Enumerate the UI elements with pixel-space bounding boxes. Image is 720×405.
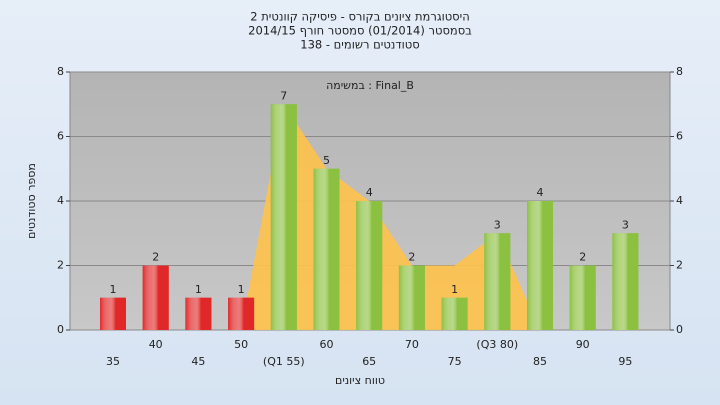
x-tick-label: 45	[191, 355, 205, 368]
data-label: 4	[366, 186, 373, 199]
y2-tick-label: 2	[676, 259, 683, 272]
data-label: 1	[238, 283, 245, 296]
x-tick-label: (Q1 55)	[263, 355, 305, 368]
y-tick-label: 8	[57, 65, 64, 78]
bar	[313, 168, 340, 330]
x-tick-label: 60	[320, 338, 334, 351]
data-label: 4	[537, 186, 544, 199]
bar	[100, 297, 126, 330]
bar	[142, 265, 169, 330]
y2-tick-label: 4	[676, 194, 683, 207]
x-tick-label: 35	[106, 355, 120, 368]
x-tick-label: 75	[448, 355, 462, 368]
data-label: 5	[323, 154, 330, 167]
y2-tick-label: 8	[676, 65, 683, 78]
bar	[356, 201, 383, 330]
title-line: היסטוגרמת ציונים בקורס - פיסיקה קוונטית …	[250, 10, 469, 24]
y-tick-label: 6	[57, 130, 64, 143]
data-label: 1	[195, 283, 202, 296]
data-label: 2	[408, 251, 415, 264]
bar	[270, 104, 297, 330]
x-tick-label: 70	[405, 338, 419, 351]
bar	[228, 297, 255, 330]
y-tick-label: 4	[57, 194, 64, 207]
bar	[484, 233, 511, 330]
bar	[441, 297, 468, 330]
x-tick-label: 50	[234, 338, 248, 351]
x-axis-label: טווח ציונים	[335, 374, 385, 387]
x-tick-label: 95	[618, 355, 632, 368]
x-tick-label: 85	[533, 355, 547, 368]
y2-tick-label: 0	[676, 323, 683, 336]
bar	[398, 265, 425, 330]
x-tick-label: 90	[576, 338, 590, 351]
bar	[527, 201, 553, 330]
data-label: 3	[494, 218, 501, 231]
bar	[612, 233, 639, 330]
bar	[569, 265, 596, 330]
title-line: בסמסטר (01/2014) סמסטר חורף 2014/15	[248, 24, 472, 38]
title-line: סטודנטים רשומים - 138	[300, 38, 419, 52]
y-tick-label: 2	[57, 259, 64, 272]
x-tick-label: 65	[362, 355, 376, 368]
annotation: במשימה : Final_B	[326, 79, 414, 92]
data-label: 3	[622, 218, 629, 231]
x-tick-label: 40	[149, 338, 163, 351]
data-label: 7	[280, 89, 287, 102]
data-label: 2	[152, 251, 159, 264]
data-label: 1	[110, 283, 117, 296]
y2-tick-label: 6	[676, 130, 683, 143]
data-label: 2	[579, 251, 586, 264]
bar	[185, 297, 212, 330]
y-tick-label: 0	[57, 323, 64, 336]
x-tick-label: (Q3 80)	[476, 338, 518, 351]
data-label: 1	[451, 283, 458, 296]
y-axis-label: מספר סטודנטים	[25, 163, 38, 239]
